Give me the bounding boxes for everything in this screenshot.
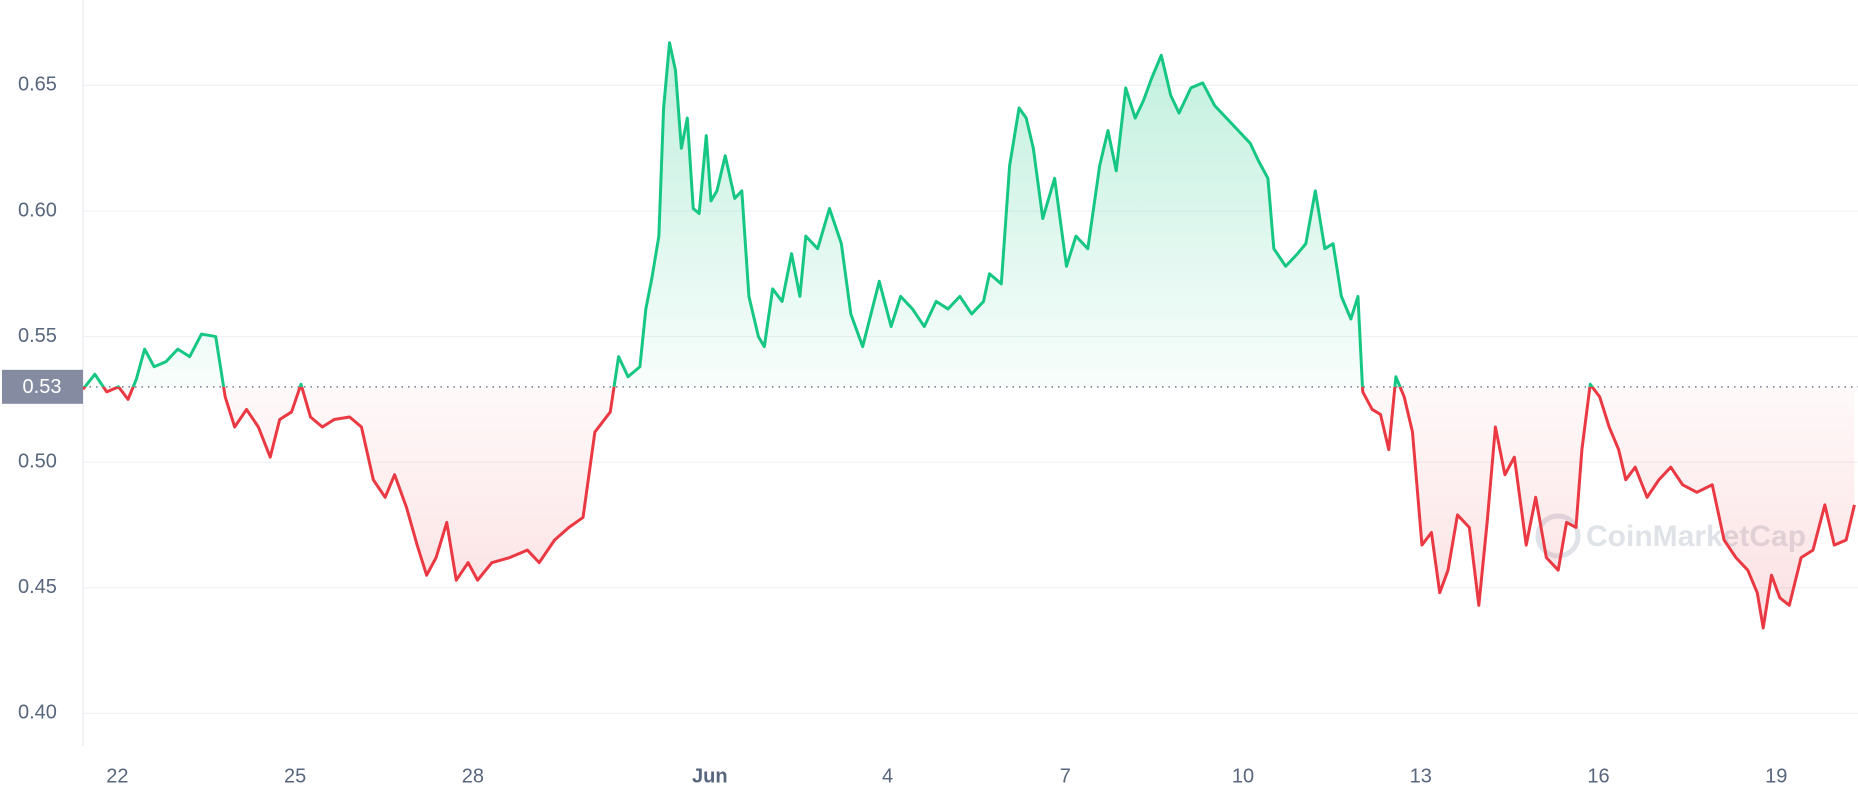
x-tick-label: 25 <box>284 765 306 787</box>
x-tick-label: 7 <box>1060 765 1071 787</box>
price-line-down <box>81 386 1856 630</box>
y-tick-label: 0.60 <box>18 199 57 221</box>
x-tick-label: 22 <box>106 765 128 787</box>
area-down <box>83 386 1855 628</box>
x-tick-label: 16 <box>1587 765 1609 787</box>
x-tick-label: 28 <box>462 765 484 787</box>
y-tick-label: 0.55 <box>18 325 57 347</box>
y-tick-label: 0.45 <box>18 576 57 598</box>
baseline-label-box <box>2 369 83 404</box>
x-tick-label: 13 <box>1410 765 1432 787</box>
y-tick-label: 0.50 <box>18 450 57 472</box>
x-tick-label: Jun <box>692 765 728 787</box>
x-tick-label: 10 <box>1232 765 1254 787</box>
x-tick-label: 4 <box>882 765 893 787</box>
baseline-label: 0.53 <box>23 376 62 398</box>
y-tick-label: 0.40 <box>18 702 57 724</box>
price-line-up <box>83 41 1594 387</box>
x-tick-label: 19 <box>1765 765 1787 787</box>
y-tick-label: 0.65 <box>18 74 57 96</box>
area-up <box>84 42 1593 387</box>
